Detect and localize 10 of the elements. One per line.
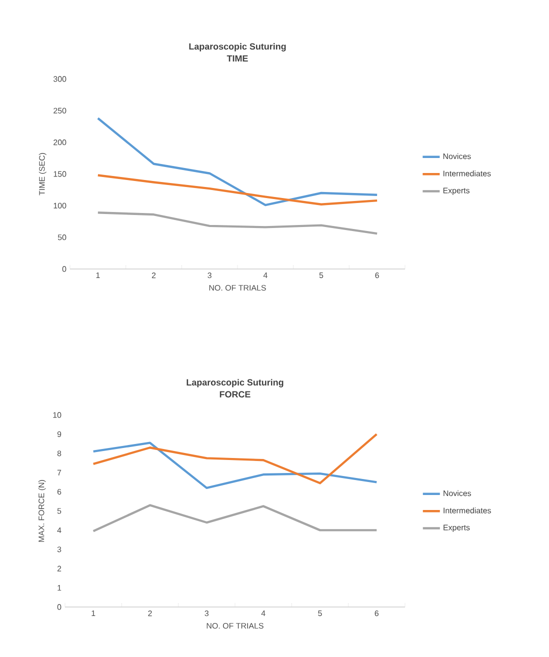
line-series: [96, 212, 378, 235]
chart-title: Laparoscopic Suturing: [186, 378, 284, 388]
chart-subtitle: FORCE: [220, 391, 250, 398]
line-series: [96, 117, 378, 206]
line-series: [92, 433, 378, 484]
line-series: [92, 504, 378, 532]
chart-subtitle: TIME: [226, 55, 248, 62]
chart-title: Laparoscopic Suturing: [189, 43, 286, 52]
line-series: [96, 174, 378, 206]
line-series: [92, 442, 378, 490]
